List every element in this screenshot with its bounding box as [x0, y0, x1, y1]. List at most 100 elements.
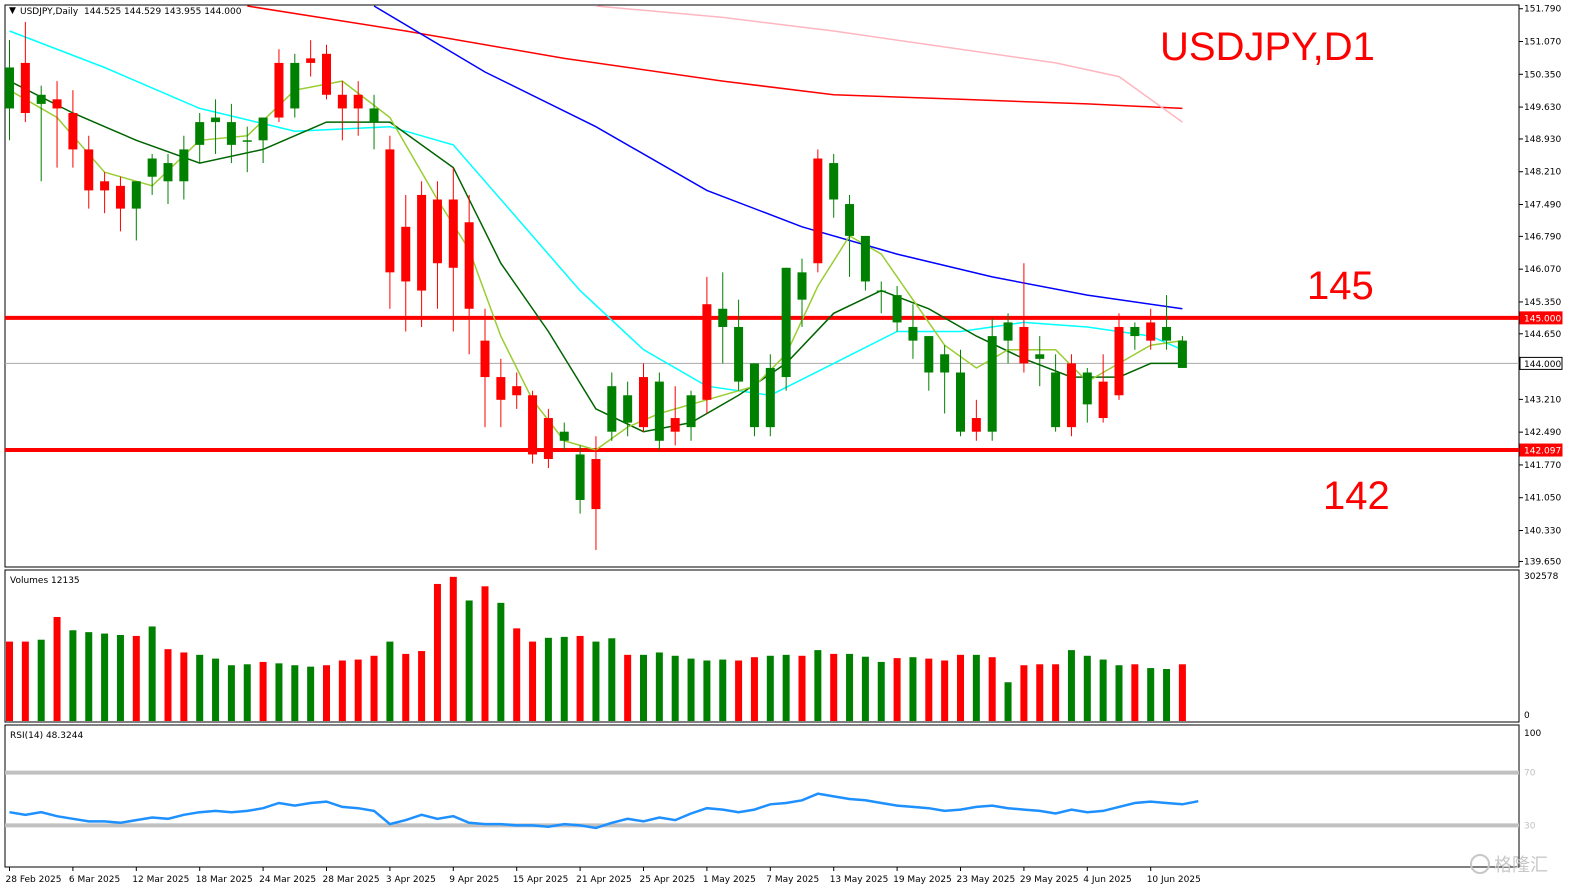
candle-body: [100, 181, 110, 191]
price-tick-label: 148.930: [1524, 135, 1561, 145]
volume-bar: [766, 655, 774, 721]
price-tag: [1519, 311, 1563, 325]
date-tick-label: 1 May 2025: [703, 875, 756, 885]
volume-bar: [719, 659, 727, 721]
volume-bar: [513, 628, 521, 721]
candle-body: [306, 58, 316, 63]
volume-bar: [132, 635, 140, 721]
candle: [306, 40, 316, 77]
volume-bar: [624, 654, 632, 721]
candle-body: [369, 108, 379, 123]
candle: [575, 445, 585, 514]
date-tick-label: 18 Mar 2025: [196, 875, 253, 885]
candle-body: [68, 112, 78, 150]
volume-bar: [957, 654, 964, 721]
candle: [417, 181, 427, 327]
candle: [322, 44, 331, 100]
moving-average-line: [9, 80, 1183, 433]
candle: [369, 94, 379, 150]
price-tick-label: 139.650: [1524, 557, 1561, 567]
candle-body: [987, 336, 997, 432]
volume-tick-label: 302578: [1524, 572, 1559, 582]
candle-body: [591, 459, 601, 510]
candle: [1051, 354, 1061, 432]
candle-body: [971, 418, 981, 432]
candle: [163, 153, 173, 205]
candle-body: [496, 377, 506, 400]
candle: [639, 363, 648, 432]
candle-body: [940, 354, 950, 373]
candle: [876, 281, 886, 314]
candle-body: [924, 336, 934, 373]
candle-body: [813, 158, 823, 264]
candle: [623, 381, 633, 437]
volume-bar: [750, 657, 758, 721]
candle: [956, 349, 965, 437]
level-lines: [5, 315, 1519, 453]
candle-body: [195, 122, 205, 145]
candle-body: [258, 117, 268, 141]
date-tick-label: 6 Mar 2025: [69, 875, 120, 885]
volume-bar: [6, 641, 13, 721]
date-tick-label: 19 May 2025: [893, 875, 952, 885]
watermark-logo-icon: [1470, 854, 1490, 874]
candle-body: [1162, 326, 1172, 341]
volume-bar: [735, 660, 743, 721]
volume-bar: [465, 600, 473, 721]
date-tick-label: 29 May 2025: [1020, 875, 1079, 885]
candle-body: [385, 149, 395, 273]
candle-body: [1130, 326, 1140, 337]
price-tag: [1519, 356, 1563, 370]
candle-body: [686, 395, 696, 428]
volume-bar: [608, 638, 616, 721]
date-tick-label: 13 May 2025: [830, 875, 889, 885]
candle: [1035, 336, 1045, 387]
candle-body: [829, 163, 839, 200]
candle-body: [734, 326, 744, 382]
volume-bar: [243, 664, 251, 721]
candle-body: [1098, 381, 1108, 419]
candle-body: [1177, 340, 1187, 368]
candle: [52, 81, 62, 168]
volume-bar: [418, 651, 426, 721]
candle: [1082, 367, 1092, 423]
candle: [892, 286, 902, 332]
candle: [670, 386, 680, 446]
volume-bar: [703, 660, 711, 721]
volume-bar: [370, 655, 378, 721]
volume-bar: [909, 657, 917, 721]
candle-body: [5, 67, 14, 109]
candle: [749, 363, 759, 437]
candle-body: [623, 395, 633, 423]
candle: [242, 126, 252, 173]
candle: [1003, 313, 1013, 364]
candle-body: [797, 272, 807, 300]
rsi-plot: 100 70 30: [5, 729, 1541, 831]
candle-body: [36, 94, 46, 104]
volume-bar: [164, 649, 172, 721]
volume-tick-label: 0: [1524, 711, 1530, 721]
candle-body: [480, 340, 490, 378]
volume-bar: [640, 654, 647, 721]
chart-header: USDJPY,Daily 144.525 144.529 143.955 144…: [20, 7, 242, 17]
candle: [765, 354, 775, 437]
candle: [131, 181, 141, 241]
volume-bar: [21, 641, 29, 721]
candle: [528, 390, 538, 464]
volume-bar: [782, 654, 790, 721]
candle-body: [401, 226, 411, 282]
chart-header-triangle[interactable]: ▼: [9, 6, 16, 16]
volume-bar: [497, 602, 505, 721]
date-tick-label: 21 Apr 2025: [576, 875, 632, 885]
date-tick-label: 25 Apr 2025: [640, 875, 696, 885]
candle: [781, 267, 791, 391]
volume-bar: [338, 660, 346, 721]
volume-bar: [893, 658, 901, 721]
price-tick-label: 146.070: [1524, 265, 1561, 275]
candle: [1114, 313, 1124, 400]
volume-bar: [1052, 664, 1060, 721]
date-tick-label: 9 Apr 2025: [449, 875, 499, 885]
price-tick-label: 147.490: [1524, 201, 1561, 211]
volume-bar: [1163, 669, 1171, 721]
